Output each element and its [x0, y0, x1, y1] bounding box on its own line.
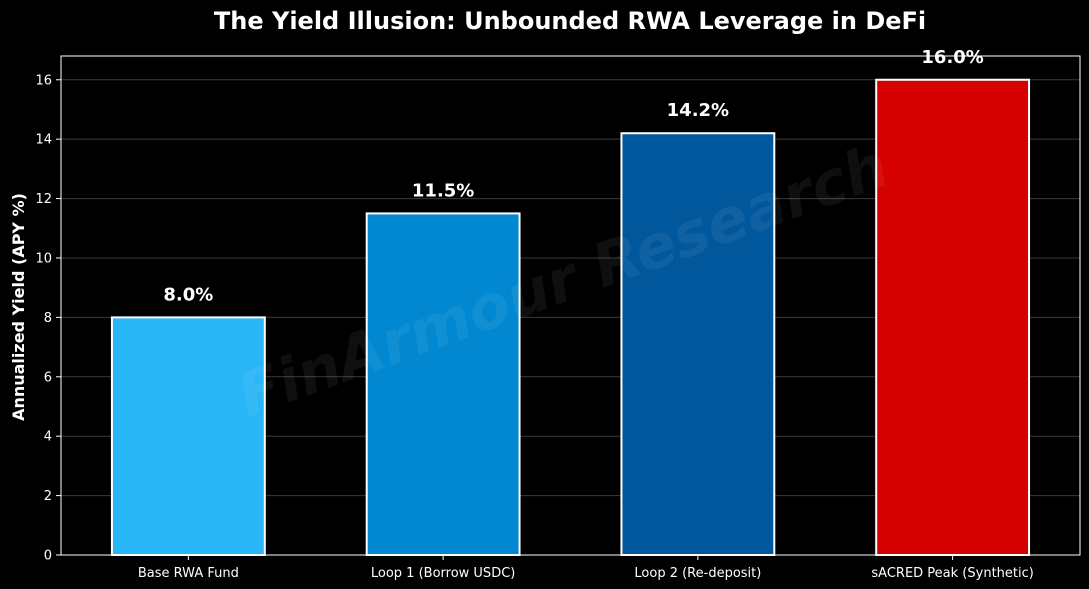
data-labels: 8.0% 11.5% 14.2% 16.0%: [163, 47, 983, 306]
y-tick-label: 16: [35, 73, 52, 88]
x-axis-ticks: Base RWA Fund Loop 1 (Borrow USDC) Loop 2 …: [138, 555, 1034, 581]
x-tick-label: Base RWA Fund: [138, 566, 239, 581]
y-tick-label: 2: [44, 489, 52, 504]
y-tick-label: 14: [35, 133, 52, 148]
x-tick-label: Loop 1 (Borrow USDC): [371, 566, 515, 581]
bar: [875, 78, 1031, 556]
bar-value-label: 16.0%: [921, 47, 983, 68]
bar-value-label: 11.5%: [412, 180, 474, 201]
bar: [110, 316, 266, 556]
y-tick-label: 10: [35, 251, 52, 266]
plot-area-frame: [60, 55, 1081, 556]
bar: [620, 132, 776, 556]
x-tick-label: sACRED Peak (Synthetic): [871, 566, 1033, 581]
bar: [365, 212, 521, 557]
y-tick-label: 0: [44, 549, 52, 564]
y-axis-label: Annualized Yield (APY %): [9, 193, 28, 421]
y-tick-label: 12: [35, 192, 52, 207]
y-axis-ticks: 0 2 4 6 8 10 12 14 16: [35, 73, 61, 564]
chart-title: The Yield Illusion: Unbounded RWA Levera…: [214, 7, 926, 35]
bars: [110, 78, 1031, 557]
bar-value-label: 14.2%: [667, 100, 729, 121]
y-tick-label: 6: [44, 370, 52, 385]
y-tick-label: 8: [44, 311, 52, 326]
x-tick-label: Loop 2 (Re-deposit): [634, 566, 761, 581]
bar-value-label: 8.0%: [163, 284, 213, 305]
y-tick-label: 4: [44, 430, 52, 445]
